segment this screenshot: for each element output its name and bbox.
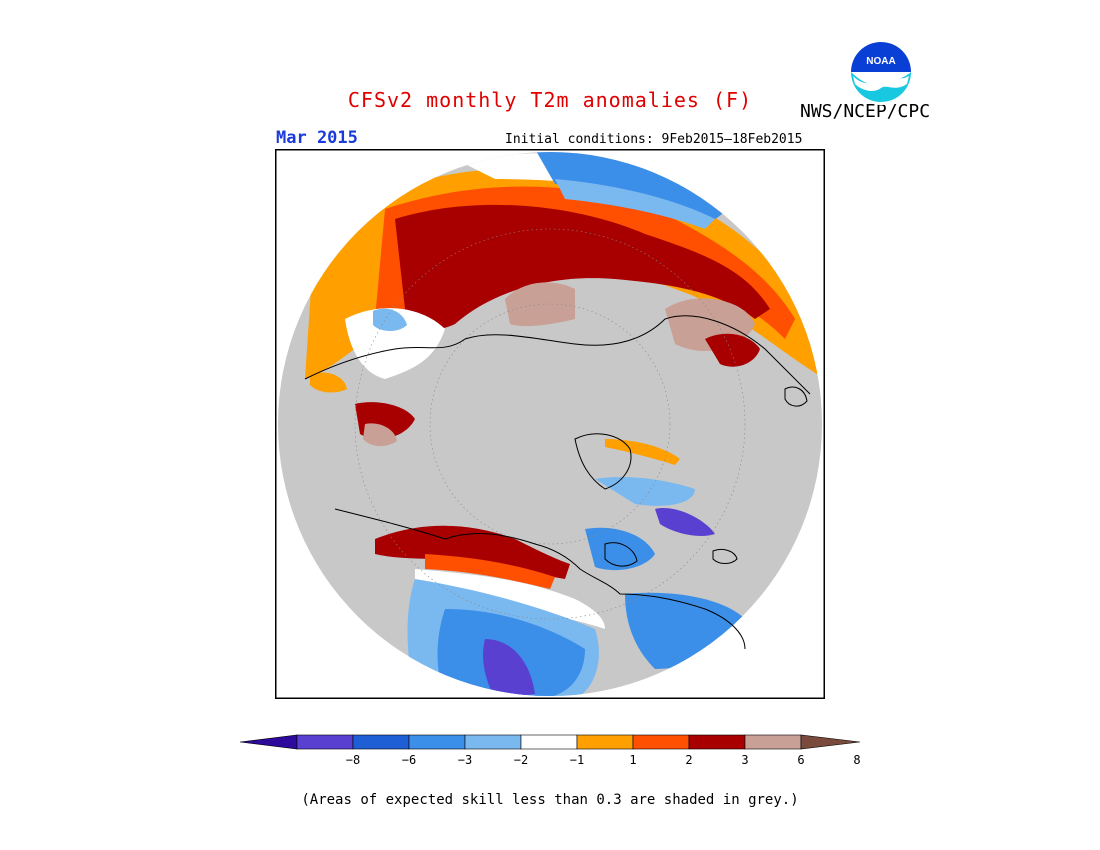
svg-text:NOAA: NOAA (866, 56, 895, 67)
legend-arrow-low (239, 734, 298, 750)
baffin-purple (655, 508, 715, 536)
legend-swatch (408, 734, 466, 750)
coastline-north-america (334, 508, 746, 650)
coastline-iceland (712, 548, 738, 564)
skill-footnote: (Areas of expected skill less than 0.3 a… (301, 792, 799, 808)
legend-arrow-high (800, 734, 861, 750)
legend-tick-label: 8 (853, 753, 860, 767)
legend-swatch (576, 734, 634, 750)
legend-tick-label: 1 (629, 753, 636, 767)
noaa-logo: NOAA (848, 39, 914, 105)
north-america-purple (483, 639, 535, 696)
legend-swatch (520, 734, 578, 750)
color-legend: −8 −6 −3 −2 −1 1 2 3 6 8 (239, 734, 861, 767)
legend-tick-label: −8 (346, 753, 360, 767)
siberia-pink (505, 282, 575, 327)
canada-white-band (415, 569, 605, 629)
north-pacific-lightblue (555, 179, 715, 229)
agency-label: NWS/NCEP/CPC (800, 101, 931, 122)
coastline-greenland (574, 433, 632, 490)
legend-swatch (352, 734, 410, 750)
legend-swatch (688, 734, 746, 750)
coastline-britain (784, 386, 808, 407)
hudson-blue (585, 527, 655, 571)
chukotka-darkred (705, 333, 760, 367)
baffin-lightblue (595, 477, 695, 506)
legend-swatch (464, 734, 522, 750)
europe-white (345, 308, 445, 379)
chart-title: CFSv2 monthly T2m anomalies (F) (347, 88, 753, 112)
initial-conditions: Initial conditions: 9Feb2015–18Feb2015 (505, 132, 803, 147)
iberia-pink (363, 423, 397, 447)
canada-orange-band (425, 554, 555, 589)
legend-tick-label: −3 (458, 753, 472, 767)
legend-tick-label: 2 (685, 753, 692, 767)
eurasia-darkred (395, 204, 770, 329)
coastline-hudson (604, 542, 638, 567)
legend-tick-label: 3 (741, 753, 748, 767)
north-africa-orange (310, 372, 347, 393)
canada-darkred-band (375, 525, 570, 579)
legend-tick-label: −6 (402, 753, 416, 767)
legend-swatch (296, 734, 354, 750)
legend-tick-label: −2 (514, 753, 528, 767)
legend-swatch (744, 734, 802, 750)
forecast-month: Mar 2015 (276, 128, 358, 148)
anomaly-map (275, 149, 825, 699)
legend-swatch (632, 734, 690, 750)
ellesmere-orange (605, 439, 680, 465)
coastline-eurasia (304, 315, 811, 395)
legend-tick-label: −1 (570, 753, 584, 767)
legend-tick-label: 6 (797, 753, 804, 767)
